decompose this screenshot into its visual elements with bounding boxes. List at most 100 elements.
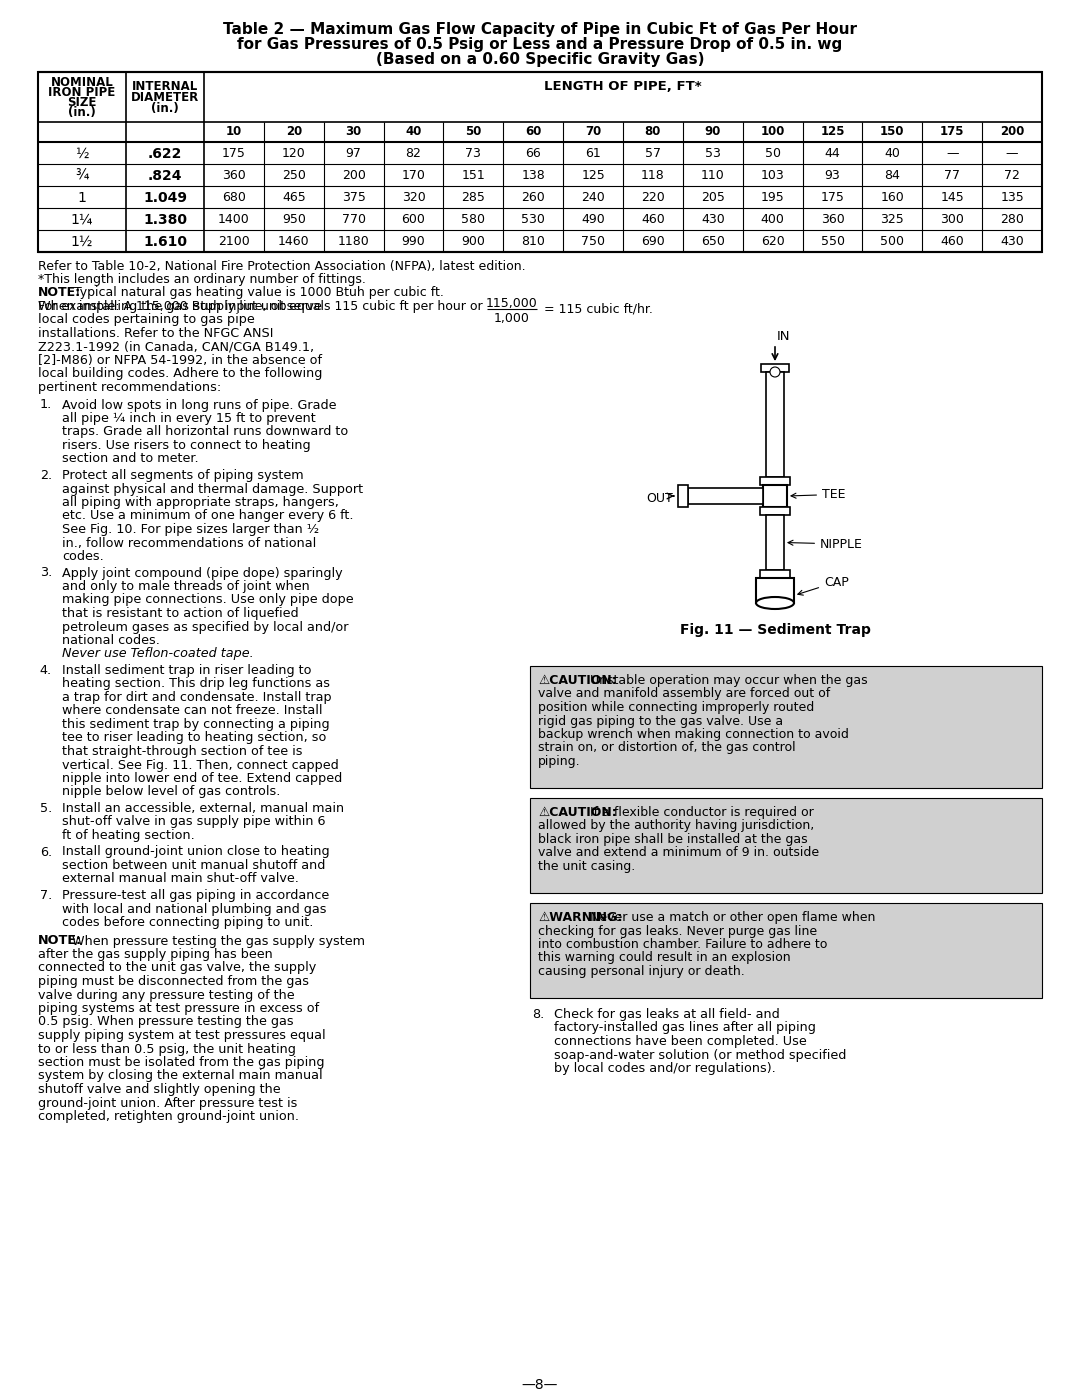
Text: 1¼: 1¼ <box>71 212 93 226</box>
Text: 10: 10 <box>226 124 242 138</box>
Text: a trap for dirt and condensate. Install trap: a trap for dirt and condensate. Install … <box>62 692 332 704</box>
Text: 20: 20 <box>286 124 302 138</box>
Text: national codes.: national codes. <box>62 634 160 647</box>
Text: local building codes. Adhere to the following: local building codes. Adhere to the foll… <box>38 367 322 380</box>
Text: 125: 125 <box>820 124 845 138</box>
Text: 690: 690 <box>642 235 665 249</box>
Text: = 115 cubic ft/hr.: = 115 cubic ft/hr. <box>544 303 653 316</box>
Text: 1460: 1460 <box>278 235 310 249</box>
Text: CAP: CAP <box>798 576 849 595</box>
Text: 103: 103 <box>760 169 784 182</box>
Text: 135: 135 <box>1000 191 1024 204</box>
Text: system by closing the external main manual: system by closing the external main manu… <box>38 1070 323 1083</box>
Text: 1.380: 1.380 <box>143 212 187 226</box>
Text: 50: 50 <box>765 147 781 161</box>
Text: strain on, or distortion of, the gas control: strain on, or distortion of, the gas con… <box>538 742 796 754</box>
Text: —8—: —8— <box>522 1377 558 1391</box>
Text: 3.: 3. <box>40 567 52 580</box>
Text: 280: 280 <box>1000 212 1024 226</box>
Text: 1.: 1. <box>40 398 52 412</box>
Text: 325: 325 <box>880 212 904 226</box>
Text: completed, retighten ground-joint union.: completed, retighten ground-joint union. <box>38 1111 299 1123</box>
Text: traps. Grade all horizontal runs downward to: traps. Grade all horizontal runs downwar… <box>62 426 348 439</box>
Text: NOTE:: NOTE: <box>38 286 81 299</box>
Text: rigid gas piping to the gas valve. Use a: rigid gas piping to the gas valve. Use a <box>538 714 783 728</box>
Text: 175: 175 <box>940 124 964 138</box>
Bar <box>678 485 688 507</box>
Text: 53: 53 <box>705 147 720 161</box>
Text: 1.610: 1.610 <box>143 235 187 249</box>
Text: 160: 160 <box>880 191 904 204</box>
Text: When installing the gas supply line, observe: When installing the gas supply line, obs… <box>38 300 322 313</box>
Text: this warning could result in an explosion: this warning could result in an explosio… <box>538 951 791 964</box>
Text: connections have been completed. Use: connections have been completed. Use <box>554 1035 807 1048</box>
Bar <box>766 372 784 476</box>
Text: 810: 810 <box>522 235 545 249</box>
Text: the unit casing.: the unit casing. <box>538 861 635 873</box>
Bar <box>756 578 794 604</box>
Text: local codes pertaining to gas pipe: local codes pertaining to gas pipe <box>38 313 255 327</box>
Text: 770: 770 <box>341 212 366 226</box>
Text: ground-joint union. After pressure test is: ground-joint union. After pressure test … <box>38 1097 297 1109</box>
Text: allowed by the authority having jurisdiction,: allowed by the authority having jurisdic… <box>538 820 814 833</box>
Bar <box>530 902 1042 997</box>
Text: 175: 175 <box>222 147 246 161</box>
Text: heating section. This drip leg functions as: heating section. This drip leg functions… <box>62 678 330 690</box>
Text: 600: 600 <box>402 212 426 226</box>
Text: where condensate can not freeze. Install: where condensate can not freeze. Install <box>62 704 323 718</box>
Bar <box>530 666 1042 788</box>
Text: —: — <box>1005 147 1018 161</box>
Text: 120: 120 <box>282 147 306 161</box>
Text: .824: .824 <box>148 169 183 183</box>
Text: 1: 1 <box>78 191 86 205</box>
Text: section must be isolated from the gas piping: section must be isolated from the gas pi… <box>38 1056 324 1069</box>
Text: piping must be disconnected from the gas: piping must be disconnected from the gas <box>38 975 309 988</box>
Bar <box>530 798 1042 893</box>
Text: 115,000: 115,000 <box>486 298 538 310</box>
Text: Never use a match or other open flame when: Never use a match or other open flame wh… <box>590 911 876 923</box>
Text: TEE: TEE <box>791 488 846 502</box>
Text: If a flexible conductor is required or: If a flexible conductor is required or <box>590 806 814 819</box>
Text: into combustion chamber. Failure to adhere to: into combustion chamber. Failure to adhe… <box>538 937 827 951</box>
Text: after the gas supply piping has been: after the gas supply piping has been <box>38 949 273 961</box>
Text: 460: 460 <box>642 212 665 226</box>
Text: (in.): (in.) <box>68 106 96 119</box>
Text: 550: 550 <box>821 235 845 249</box>
Text: 500: 500 <box>880 235 904 249</box>
Bar <box>766 515 784 570</box>
Text: 138: 138 <box>522 169 545 182</box>
Text: 82: 82 <box>406 147 421 161</box>
Text: 8.: 8. <box>531 1009 544 1021</box>
Text: shut-off valve in gas supply pipe within 6: shut-off valve in gas supply pipe within… <box>62 816 325 828</box>
Text: ⚠CAUTION:: ⚠CAUTION: <box>538 673 617 687</box>
Bar <box>688 488 762 504</box>
Text: to or less than 0.5 psig, the unit heating: to or less than 0.5 psig, the unit heati… <box>38 1042 296 1056</box>
Text: 220: 220 <box>642 191 665 204</box>
Text: Pressure-test all gas piping in accordance: Pressure-test all gas piping in accordan… <box>62 888 329 902</box>
Bar <box>38 73 1042 251</box>
Text: LENGTH OF PIPE, FT*: LENGTH OF PIPE, FT* <box>544 80 702 94</box>
Text: Install sediment trap in riser leading to: Install sediment trap in riser leading t… <box>62 664 311 678</box>
Text: 320: 320 <box>402 191 426 204</box>
Text: risers. Use risers to connect to heating: risers. Use risers to connect to heating <box>62 439 311 453</box>
Text: external manual main shut-off valve.: external manual main shut-off valve. <box>62 873 299 886</box>
Text: 175: 175 <box>821 191 845 204</box>
Text: IN: IN <box>777 330 791 344</box>
Text: with local and national plumbing and gas: with local and national plumbing and gas <box>62 902 326 915</box>
Text: 430: 430 <box>701 212 725 226</box>
Text: 66: 66 <box>525 147 541 161</box>
Text: 90: 90 <box>704 124 721 138</box>
Text: 1,000: 1,000 <box>494 312 530 326</box>
Text: 84: 84 <box>885 169 901 182</box>
Text: 97: 97 <box>346 147 362 161</box>
Text: SIZE: SIZE <box>67 96 97 109</box>
Text: Apply joint compound (pipe dope) sparingly: Apply joint compound (pipe dope) sparing… <box>62 567 342 580</box>
Text: NOTE:: NOTE: <box>38 935 82 947</box>
Text: 200: 200 <box>341 169 366 182</box>
Text: petroleum gases as specified by local and/or: petroleum gases as specified by local an… <box>62 620 349 633</box>
Text: 150: 150 <box>880 124 905 138</box>
Text: 900: 900 <box>461 235 485 249</box>
Text: 680: 680 <box>222 191 246 204</box>
Text: 260: 260 <box>522 191 545 204</box>
Text: DIAMETER: DIAMETER <box>131 91 199 103</box>
